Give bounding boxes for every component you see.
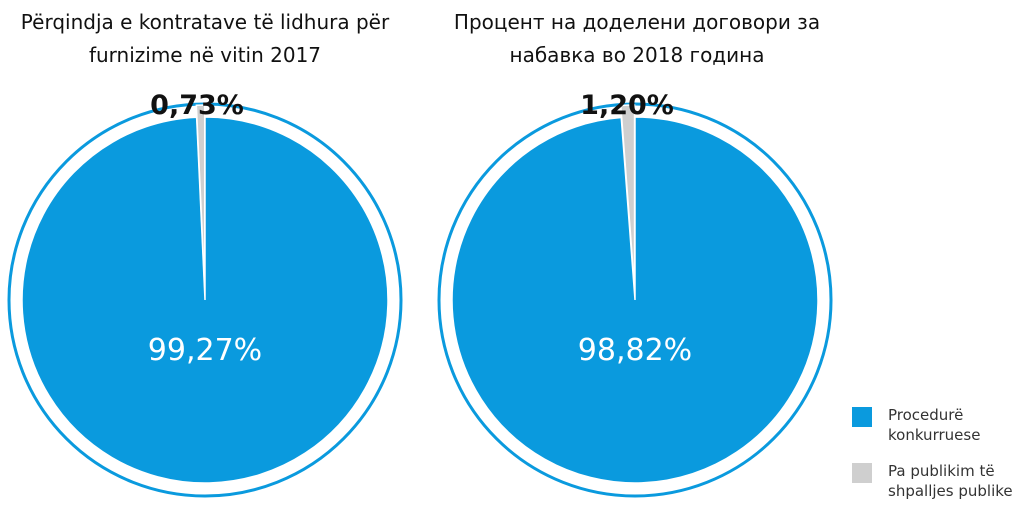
pie-slice [451,116,819,484]
value-label: 99,27% [148,333,262,368]
pie-ring [437,102,833,498]
value-label: 1,20% [580,90,674,121]
legend-swatch [852,407,872,427]
chart-title: Përqindja e kontratave të lidhura për fu… [20,10,390,67]
value-label: 0,73% [150,90,244,121]
legend-swatch [852,463,872,483]
pie-ring [7,102,403,498]
value-label: 98,82% [578,333,692,368]
pie-slice [619,104,636,289]
pie-slice [195,104,206,289]
pie-slice [21,116,389,484]
legend-label: Pa publikim të shpalljes publike [888,462,1013,500]
legend-label: Procedurë konkurruese [888,406,981,444]
chart-title: Процент на доделени договори за набавка … [453,10,821,67]
